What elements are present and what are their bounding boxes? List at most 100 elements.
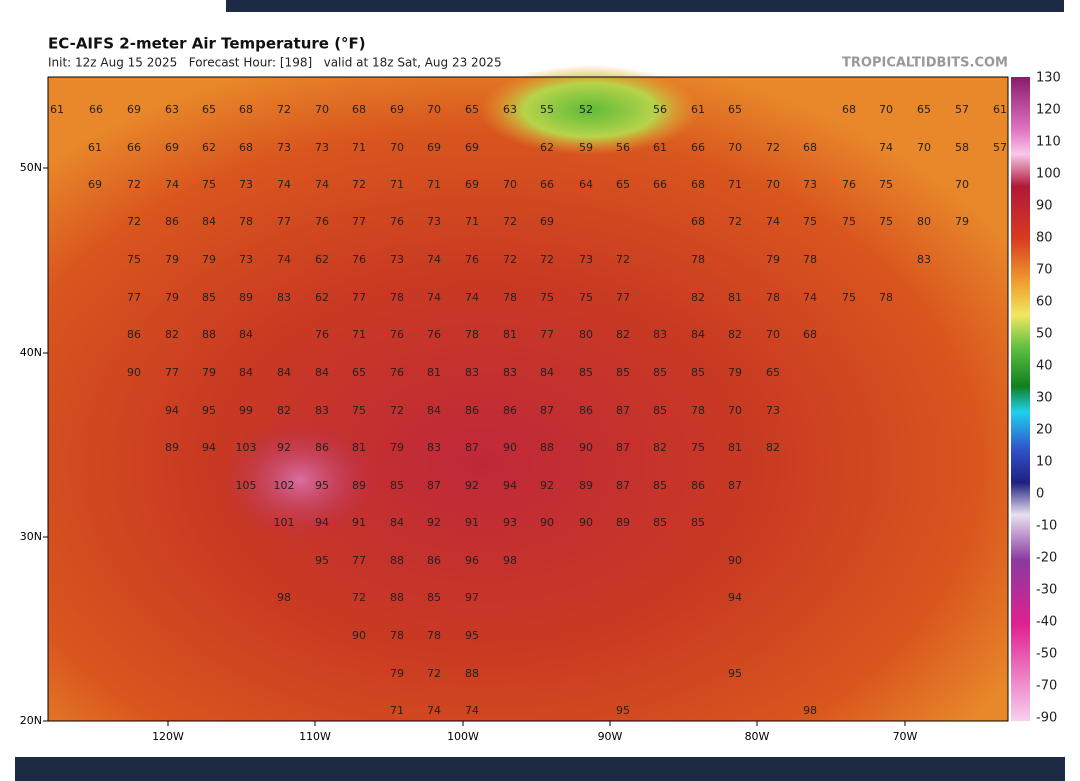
temperature-label: 73: [239, 253, 253, 266]
temperature-label: 75: [540, 291, 554, 304]
temperature-label: 72: [766, 141, 780, 154]
lon-label: 120W: [152, 730, 184, 743]
temperature-label: 69: [127, 103, 141, 116]
temperature-label: 66: [127, 141, 141, 154]
lon-label: 90W: [598, 730, 623, 743]
temperature-label: 72: [616, 253, 630, 266]
colorbar-label: -40: [1036, 615, 1057, 630]
lon-label: 110W: [299, 730, 331, 743]
temperature-label: 90: [352, 629, 366, 642]
temperature-label: 71: [352, 141, 366, 154]
temperature-label: 68: [691, 178, 705, 191]
temperature-label: 56: [616, 141, 630, 154]
temperature-label: 75: [127, 253, 141, 266]
temperature-label: 82: [616, 328, 630, 341]
temperature-label: 69: [465, 141, 479, 154]
temperature-label: 80: [917, 215, 931, 228]
temperature-label: 79: [766, 253, 780, 266]
temperature-label: 86: [427, 554, 441, 567]
temperature-label: 87: [616, 441, 630, 454]
temperature-label: 78: [239, 215, 253, 228]
temperature-label: 102: [274, 479, 295, 492]
temperature-label: 84: [277, 366, 291, 379]
temperature-label: 75: [352, 404, 366, 417]
temperature-label: 52: [579, 103, 593, 116]
temperature-label: 94: [728, 591, 742, 604]
temperature-label: 73: [579, 253, 593, 266]
colorbar-label: 30: [1036, 391, 1053, 406]
temperature-label: 70: [766, 178, 780, 191]
temperature-label: 75: [691, 441, 705, 454]
temperature-label: 58: [955, 141, 969, 154]
temperature-label: 79: [165, 253, 179, 266]
temperature-label: 73: [277, 141, 291, 154]
temperature-label: 65: [766, 366, 780, 379]
temperature-label: 83: [315, 404, 329, 417]
temperature-label: 76: [390, 366, 404, 379]
temperature-label: 72: [127, 215, 141, 228]
temperature-label: 89: [352, 479, 366, 492]
temperature-label: 69: [88, 178, 102, 191]
top-nav: [226, 0, 1064, 12]
temperature-label: 70: [503, 178, 517, 191]
temperature-label: 70: [879, 103, 893, 116]
temperature-label: 55: [540, 103, 554, 116]
temperature-label: 75: [803, 215, 817, 228]
temperature-label: 75: [202, 178, 216, 191]
temperature-label: 79: [165, 291, 179, 304]
temperature-label: 68: [239, 103, 253, 116]
temperature-label: 71: [390, 178, 404, 191]
temperature-label: 85: [579, 366, 593, 379]
temperature-label: 61: [691, 103, 705, 116]
temperature-label: 87: [465, 441, 479, 454]
temperature-label: 77: [352, 291, 366, 304]
temperature-label: 85: [691, 516, 705, 529]
temperature-label: 74: [165, 178, 179, 191]
temperature-label: 74: [766, 215, 780, 228]
temperature-label: 82: [277, 404, 291, 417]
temperature-label: 95: [315, 479, 329, 492]
temperature-label: 87: [616, 479, 630, 492]
colorbar-label: 70: [1036, 263, 1053, 278]
temperature-label: 82: [165, 328, 179, 341]
temperature-label: 70: [766, 328, 780, 341]
temperature-label: 57: [955, 103, 969, 116]
cool-region: [480, 65, 700, 155]
temperature-label: 85: [653, 516, 667, 529]
temperature-label: 74: [277, 178, 291, 191]
temperature-label: 92: [540, 479, 554, 492]
temperature-label: 83: [465, 366, 479, 379]
temperature-label: 78: [766, 291, 780, 304]
colorbar-label: -20: [1036, 551, 1057, 566]
lat-label: 20N: [20, 714, 42, 727]
temperature-label: 79: [955, 215, 969, 228]
temperature-label: 65: [202, 103, 216, 116]
temperature-label: 86: [503, 404, 517, 417]
temperature-label: 88: [390, 591, 404, 604]
colorbar-label: -10: [1036, 519, 1057, 534]
temperature-label: 65: [465, 103, 479, 116]
temperature-label: 83: [277, 291, 291, 304]
temperature-label: 85: [653, 366, 667, 379]
temperature-label: 75: [879, 215, 893, 228]
temperature-label: 77: [352, 215, 366, 228]
temperature-label: 64: [579, 178, 593, 191]
temperature-label: 94: [165, 404, 179, 417]
temperature-label: 82: [653, 441, 667, 454]
temperature-label: 76: [315, 328, 329, 341]
temperature-label: 84: [239, 366, 253, 379]
temperature-label: 74: [427, 704, 441, 717]
temperature-label: 65: [917, 103, 931, 116]
temperature-label: 70: [427, 103, 441, 116]
subtitle: Init: 12z Aug 15 2025 Forecast Hour: [19…: [48, 56, 502, 70]
temperature-label: 87: [427, 479, 441, 492]
temperature-label: 59: [579, 141, 593, 154]
temperature-label: 65: [616, 178, 630, 191]
temperature-label: 94: [503, 479, 517, 492]
temperature-label: 86: [315, 441, 329, 454]
temperature-label: 86: [579, 404, 593, 417]
colorbar-label: 60: [1036, 295, 1053, 310]
temperature-label: 86: [691, 479, 705, 492]
temperature-label: 71: [352, 328, 366, 341]
temperature-label: 81: [503, 328, 517, 341]
